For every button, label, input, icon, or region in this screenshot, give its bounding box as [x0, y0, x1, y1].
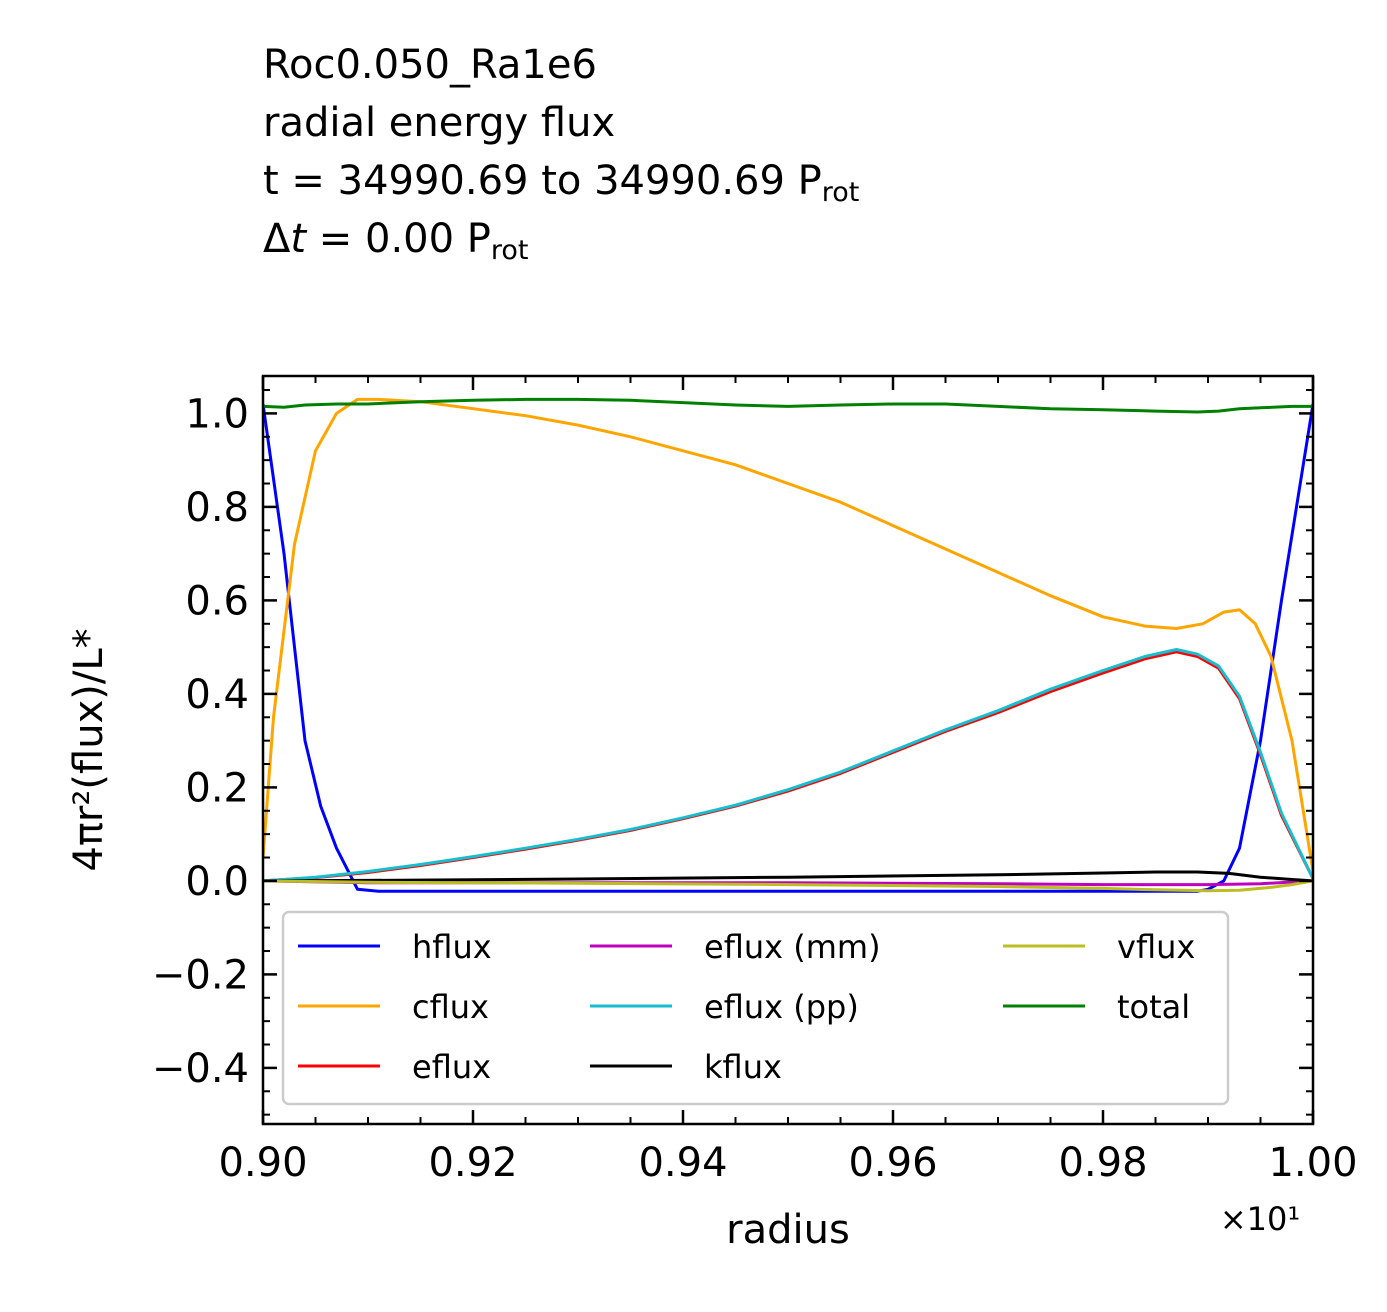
- y-axis-label: 4πr²(flux)/L*: [66, 628, 112, 871]
- series-line-vflux: [263, 879, 1313, 893]
- legend-label: total: [1117, 988, 1190, 1026]
- legend-box: [281, 910, 1230, 1106]
- x-tick-label: 0.96: [848, 1140, 937, 1186]
- legend-label: kflux: [704, 1048, 782, 1086]
- legend-entry-vflux: vflux: [1003, 928, 1195, 966]
- legend-entry-eflux: eflux: [298, 1048, 491, 1086]
- legend-label: hflux: [412, 928, 492, 966]
- title-line-4-subscript: rot: [490, 235, 529, 266]
- x-tick-label: 1.00: [1268, 1140, 1357, 1186]
- title-line-3: t = 34990.69 to 34990.69 Prot: [263, 152, 859, 210]
- y-tick-label: 1.0: [185, 391, 249, 437]
- title-line-3-subscript: rot: [821, 177, 860, 208]
- series-line-total: [263, 397, 1313, 414]
- y-tick-label: 0.6: [185, 578, 249, 624]
- legend-label: eflux (pp): [704, 988, 859, 1026]
- tick-labels-layer: 0.90 0.92 0.94 0.96 0.98 1.00 −0.4 −0.2 0.0 0.2 0.…: [152, 391, 1358, 1186]
- series-line-kflux: [263, 870, 1313, 883]
- legend-entry-hflux: hflux: [298, 928, 492, 966]
- legend-label: vflux: [1117, 928, 1195, 966]
- title-line-2: radial energy flux: [263, 100, 616, 146]
- y-tick-label: 0.2: [185, 765, 249, 811]
- y-tick-label: −0.4: [152, 1046, 249, 1092]
- x-axis-label: radius: [726, 1207, 850, 1253]
- y-tick-label: 0.0: [185, 859, 249, 905]
- legend-entry-eflux-mm: eflux (mm): [590, 928, 881, 966]
- legend-label: eflux (mm): [704, 928, 881, 966]
- title-line-4: Δt = 0.00 Prot: [263, 210, 859, 268]
- legend-entry-kflux: kflux: [590, 1048, 782, 1086]
- ticks-layer: [261, 376, 1315, 1124]
- x-tick-label: 0.92: [428, 1140, 517, 1186]
- series-line-eflux: [263, 650, 1313, 883]
- series-layer: [263, 397, 1313, 893]
- title-line-4-delta: Δ: [263, 216, 291, 262]
- title-line-1: Roc0.050_Ra1e6: [263, 42, 597, 88]
- series-line-cflux: [263, 397, 1313, 872]
- title-line-3-text: t = 34990.69 to 34990.69 P: [263, 158, 822, 204]
- legend-entry-cflux: cflux: [298, 988, 489, 1026]
- legend-entries: hflux cflux eflux eflux (mm) eflux (pp) kflux…: [298, 928, 1195, 1086]
- legend-entry-total: total: [1003, 988, 1190, 1026]
- legend-entry-eflux-pp: eflux (pp): [590, 988, 859, 1026]
- chart-title: Roc0.050_Ra1e6 radial energy flux t = 34…: [263, 36, 859, 268]
- legend-label: cflux: [412, 988, 489, 1026]
- y-tick-label: 0.4: [185, 672, 249, 718]
- x-tick-label: 0.94: [638, 1140, 727, 1186]
- legend: hflux cflux eflux eflux (mm) eflux (pp) kflux…: [281, 910, 1230, 1106]
- x-tick-label: 0.90: [218, 1140, 307, 1186]
- x-offset-label: ×10¹: [1220, 1200, 1300, 1238]
- title-line-4-text: = 0.00 P: [306, 216, 491, 262]
- x-tick-label: 0.98: [1058, 1140, 1147, 1186]
- y-tick-label: −0.2: [152, 952, 249, 998]
- series-line-hflux: [263, 403, 1313, 893]
- series-line-eflux-pp: [263, 648, 1313, 883]
- title-line-4-var: t: [290, 216, 307, 262]
- y-tick-label: 0.8: [185, 485, 249, 531]
- legend-label: eflux: [412, 1048, 491, 1086]
